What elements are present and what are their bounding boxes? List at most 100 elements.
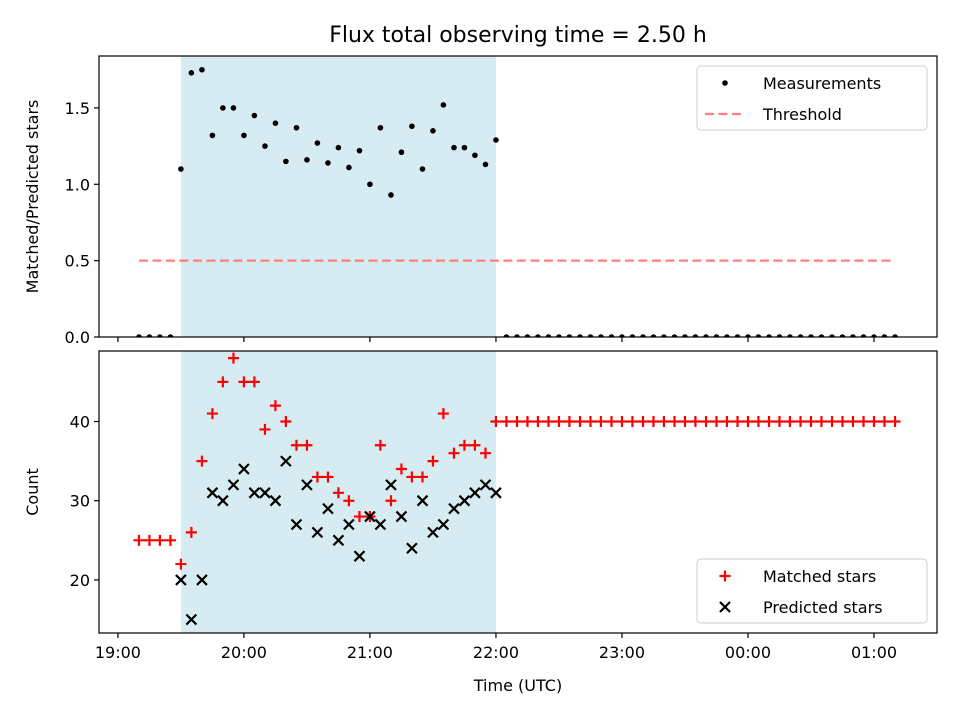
bottom-matched-stars-point [437,408,449,420]
bottom-predicted-stars-point [238,463,250,475]
top-measurements-point [430,128,436,134]
bottom-matched-stars-point [868,416,880,427]
top-measurements-point [241,132,247,139]
top-measurements-point [304,157,310,163]
top-measurements-point [367,181,373,188]
bottom-matched-stars-point [416,471,428,483]
bottom-matched-stars-point [532,416,544,427]
bottom-matched-stars-point [280,416,292,427]
top-measurements-point [577,334,583,337]
top-measurements-point [871,334,877,337]
top-ylabel: Matched/Predicted stars [23,100,42,294]
bottom-matched-stars-point [269,400,281,412]
bottom-predicted-stars-point [227,479,240,491]
bottom-predicted-stars-point [395,510,408,523]
bottom-predicted-stars-point [437,518,450,531]
bottom-matched-stars-point [889,416,901,427]
bottom-matched-stars-point [259,423,271,435]
bottom-matched-stars-point [847,416,859,427]
bottom-matched-stars-point [458,439,470,451]
bottom-matched-stars-point [395,463,407,475]
top-measurements-point [650,334,657,337]
bottom-matched-stars-point [742,416,754,427]
bottom-matched-stars-point [658,416,670,427]
top-ytick-label: 0.0 [65,328,90,347]
bottom-matched-stars-point [227,352,239,364]
top-plot-area [136,66,898,337]
chart-title: Flux total observing time = 2.50 h [329,23,707,48]
bottom-xtick-label: 21:00 [347,643,393,662]
bottom-matched-stars-point [133,534,145,546]
bottom-matched-stars-point [301,439,313,451]
top-measurements-point [608,334,615,337]
bottom-matched-stars-point [217,376,229,388]
top-measurements-point [682,334,688,337]
top-ytick-label: 1.5 [65,99,90,118]
top-measurements-point [283,158,289,165]
bottom-matched-stars-point [322,471,334,483]
top-measurements-point [167,334,174,337]
top-measurements-point [850,334,856,337]
top-measurements-point [556,334,562,337]
bottom-predicted-stars-point [332,534,345,547]
bottom-predicted-stars-point [406,542,418,555]
bottom-predicted-stars-point [448,502,460,515]
bottom-predicted-stars-point [322,502,334,515]
bottom-predicted-stars-point [374,518,387,531]
bottom-matched-stars-point [353,511,365,523]
bottom-predicted-stars-point [269,494,282,507]
top-legend-threshold-label: Threshold [762,105,842,124]
bottom-xtick-label: 19:00 [95,643,141,662]
bottom-legend-predicted-stars-label: Predicted stars [763,598,883,617]
top-measurements-point [776,334,783,337]
top-measurements-point [587,334,594,337]
bottom-matched-stars-point [616,416,628,427]
top-measurements-point [493,137,499,143]
bottom-matched-stars-point [479,447,491,459]
bottom-ytick-label: 40 [70,413,90,432]
bottom-matched-stars-point [773,416,785,427]
bottom-predicted-stars-point [427,526,439,539]
top-measurements-point [136,334,142,337]
top-legend: Measurements Threshold [696,65,928,131]
top-measurements-point [629,334,636,337]
top-measurements-point [199,66,205,73]
top-measurements-point [209,132,216,139]
bottom-matched-stars-point [143,534,155,546]
bottom-matched-stars-point [290,439,302,451]
top-measurements-point [745,334,751,337]
bottom-matched-stars-point [637,416,649,427]
bottom-predicted-stars-point [290,518,303,531]
bottom-matched-stars-point [732,416,744,427]
top-measurements-point [524,334,531,337]
bottom-ytick-label: 20 [70,571,90,590]
top-measurements-point [314,140,321,146]
top-measurements-point [398,149,405,156]
top-measurements-point [818,334,825,337]
bottom-legend-matched-stars-label: Matched stars [763,567,876,586]
top-measurements-point [766,334,772,337]
bottom-matched-stars-point [542,416,554,427]
bottom-predicted-stars-point [469,487,481,499]
bottom-predicted-stars-point [364,510,376,523]
top-measurements-point [514,334,520,337]
bottom-matched-stars-point [574,416,586,427]
bottom-matched-stars-point [689,416,701,427]
bottom-matched-stars-point [332,487,344,499]
top-measurements-point [671,334,678,337]
bottom-axes-frame [98,350,938,634]
top-ytick-label: 0.5 [65,252,90,271]
bottom-matched-stars-point [521,416,533,427]
bottom-matched-stars-point [647,416,659,427]
top-measurements-point [472,152,478,159]
bottom-plot-area [133,352,901,626]
bottom-predicted-stars-point [185,613,198,626]
top-measurements-point [787,334,793,337]
bottom-legend: Matched stars Predicted stars [696,558,928,624]
top-measurements-point [388,192,394,198]
bottom-predicted-stars-point [280,455,292,467]
bottom-predicted-stars-point [259,487,271,499]
bottom-xtick-label: 00:00 [725,643,771,662]
bottom-matched-stars-point [710,416,722,427]
top-measurements-point [461,144,468,151]
